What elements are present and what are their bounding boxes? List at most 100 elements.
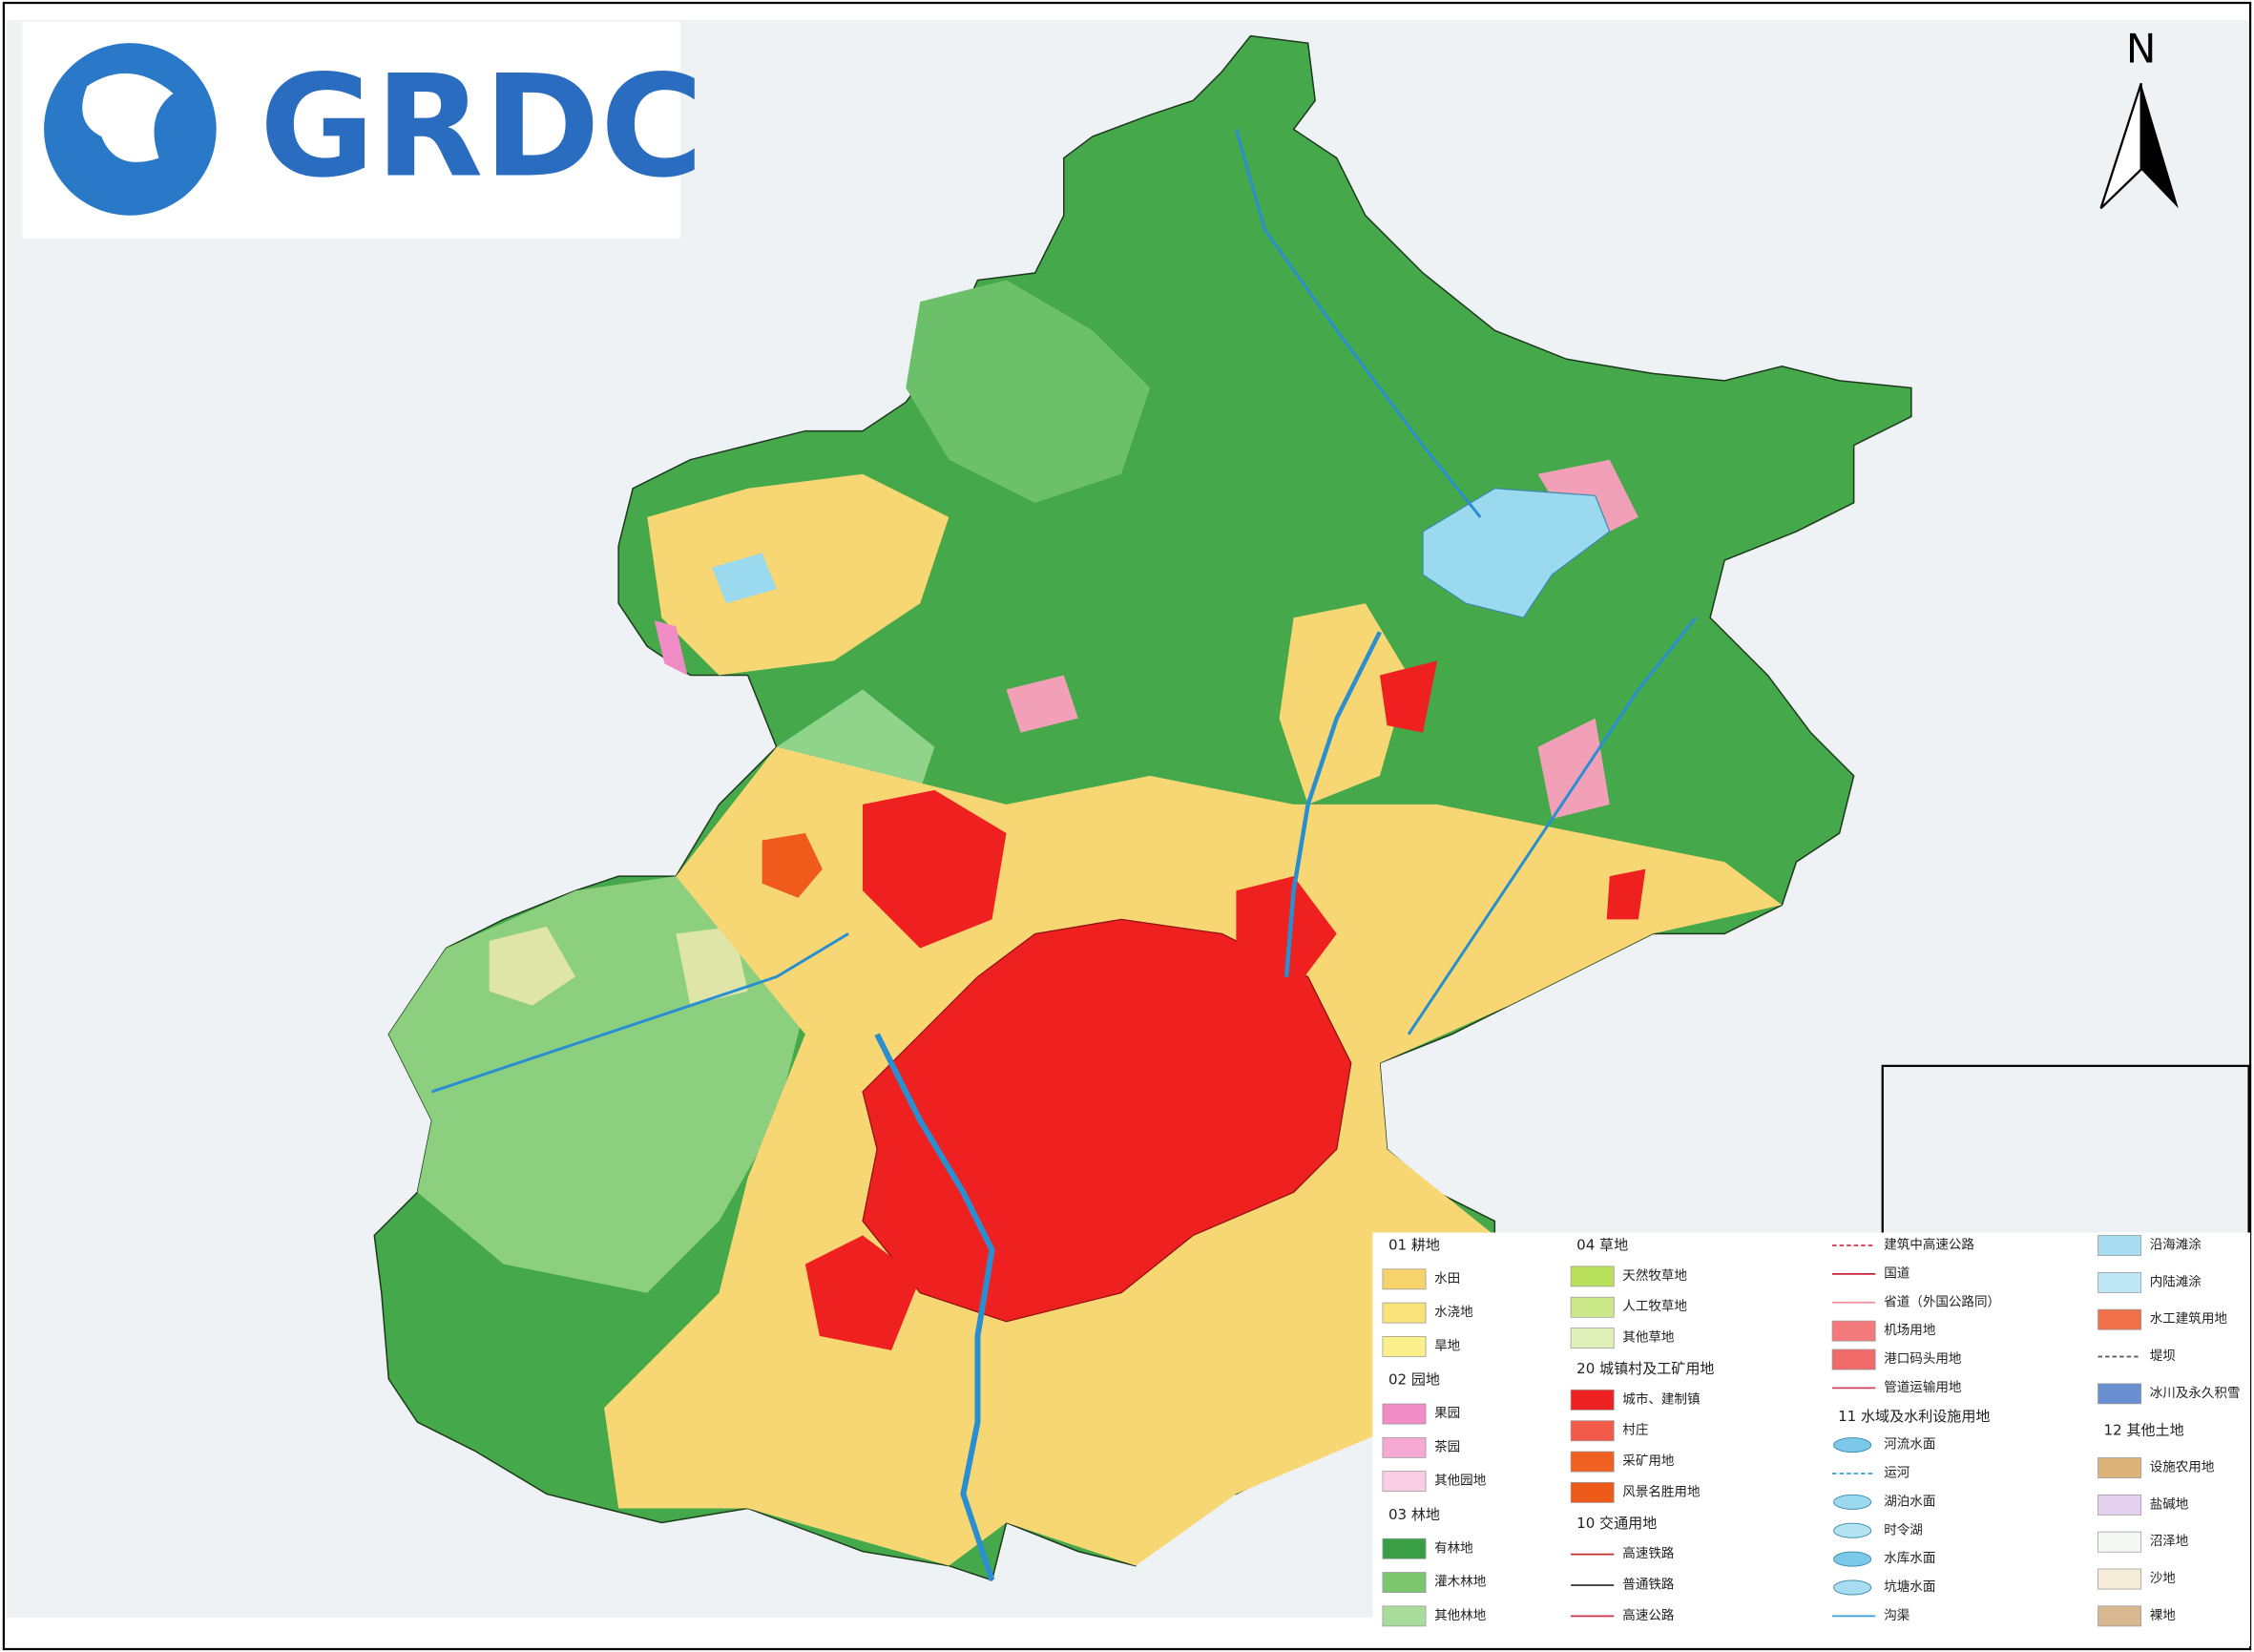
legend-swatch (1570, 1328, 1615, 1349)
north-label: N (2126, 26, 2157, 73)
legend-swatch (1570, 1451, 1615, 1473)
legend-swatch (1382, 1268, 1427, 1290)
urban-patch (863, 789, 1007, 949)
legend-swatch (1833, 1551, 1872, 1567)
legend-swatch (2097, 1271, 2142, 1293)
legend-heading: 10 交通用地 (1576, 1515, 1657, 1532)
reservoir (1422, 488, 1611, 618)
logo-text: GRDC (260, 45, 703, 209)
river (1284, 631, 1382, 977)
legend-label: 堤坝 (2150, 1349, 2176, 1364)
legend-label: 其他草地 (1622, 1330, 1675, 1346)
legend-swatch (1833, 1494, 1872, 1510)
legend-swatch (1831, 1349, 1876, 1370)
legend-swatch (1833, 1522, 1872, 1538)
urban-patch (804, 1235, 921, 1350)
legend-swatch (2097, 1531, 2142, 1553)
legend-swatch (2097, 1235, 2142, 1256)
legend-swatch (2097, 1605, 2142, 1627)
legend-label: 风景名胜用地 (1622, 1484, 1701, 1499)
legend-swatch (1570, 1389, 1615, 1411)
legend-swatch (1833, 1579, 1872, 1596)
legend-label: 沟渠 (1884, 1608, 1910, 1623)
urban-patch (1606, 868, 1646, 920)
river (874, 1033, 995, 1581)
legend-label: 灌木林地 (1434, 1575, 1487, 1590)
legend-swatch (1382, 1436, 1427, 1458)
legend-swatch (1382, 1471, 1427, 1493)
legend-heading: 02 园地 (1388, 1371, 1440, 1389)
legend-label: 水田 (1434, 1271, 1460, 1286)
legend-swatch (2097, 1457, 2142, 1478)
legend-swatch (1382, 1605, 1427, 1627)
orchard-patch (1006, 675, 1078, 733)
legend-heading: 12 其他土地 (2104, 1422, 2184, 1439)
legend-label: 内陆滩涂 (2150, 1274, 2202, 1289)
legend-label: 村庄 (1622, 1422, 1648, 1438)
legend-label: 沙地 (2150, 1571, 2177, 1586)
legend-label: 时令湖 (1884, 1522, 1923, 1537)
cropland-patch (647, 473, 950, 676)
legend-swatch (1570, 1482, 1615, 1503)
legend-heading: 03 林地 (1388, 1506, 1440, 1523)
legend-label: 有林地 (1434, 1540, 1473, 1556)
grassland-patch (676, 926, 748, 1006)
legend-label: 管道运输用地 (1884, 1380, 1962, 1395)
legend-label: 果园 (1434, 1406, 1460, 1421)
legend-label: 高速公路 (1622, 1607, 1675, 1623)
legend-swatch (2097, 1568, 2142, 1590)
legend-label: 采矿用地 (1622, 1453, 1675, 1469)
legend-label: 沿海滩涂 (2150, 1238, 2202, 1253)
legend-heading: 01 耕地 (1388, 1237, 1440, 1254)
legend-label: 建筑中高速公路 (1884, 1237, 1974, 1253)
meadow-strip (654, 620, 688, 676)
legend-swatch (1570, 1296, 1615, 1318)
legend-label: 沼泽地 (2150, 1534, 2189, 1549)
legend-swatch (1382, 1302, 1427, 1324)
legend-label: 河流水面 (1884, 1437, 1935, 1453)
legend-swatch (1570, 1420, 1615, 1442)
logo: GRDC (22, 21, 703, 239)
legend-swatch (2097, 1383, 2142, 1405)
urban-patch (1236, 876, 1337, 992)
legend-swatch (1382, 1336, 1427, 1357)
legend-label: 省道（外国公路同） (1884, 1294, 2000, 1309)
legend-label: 人工牧草地 (1622, 1299, 1687, 1314)
grassland-patch (489, 926, 575, 1006)
legend-label: 高速铁路 (1622, 1545, 1675, 1561)
legend-label: 运河 (1884, 1466, 1910, 1481)
legend-swatch (1382, 1537, 1427, 1559)
legend-swatch (1382, 1572, 1427, 1593)
legend-label: 冰川及永久积雪 (2150, 1386, 2241, 1401)
reservoir (711, 553, 777, 604)
legend-label: 裸地 (2150, 1608, 2177, 1623)
legend-label: 水库水面 (1884, 1551, 1935, 1566)
legend-label: 城市、建制镇 (1622, 1391, 1700, 1407)
legend-heading: 04 草地 (1576, 1237, 1628, 1254)
river (1407, 617, 1698, 1035)
river (430, 932, 849, 1094)
urban-patch (1379, 660, 1438, 733)
legend-label: 天然牧草地 (1622, 1267, 1687, 1284)
legend-swatch (1831, 1320, 1876, 1342)
land-use-map (373, 34, 1912, 1581)
legend-heading: 11 水域及水利设施用地 (1838, 1408, 1990, 1425)
legend-label: 水浇地 (1434, 1305, 1473, 1320)
legend-label: 设施农用地 (2150, 1460, 2215, 1475)
legend-label: 盐碱地 (2150, 1496, 2189, 1512)
legend-label: 茶园 (1434, 1439, 1460, 1454)
legend-label: 普通铁路 (1622, 1578, 1675, 1593)
legend-swatch (1833, 1437, 1872, 1453)
forest-patch (906, 280, 1151, 503)
legend-label: 湖泊水面 (1884, 1494, 1935, 1509)
legend-label: 水工建筑用地 (2150, 1311, 2228, 1327)
orchard-patch (1537, 718, 1610, 819)
river (1234, 129, 1482, 518)
legend-heading: 20 城镇村及工矿用地 (1576, 1360, 1714, 1377)
logo-continent (82, 73, 174, 162)
mining-patch (762, 833, 823, 898)
